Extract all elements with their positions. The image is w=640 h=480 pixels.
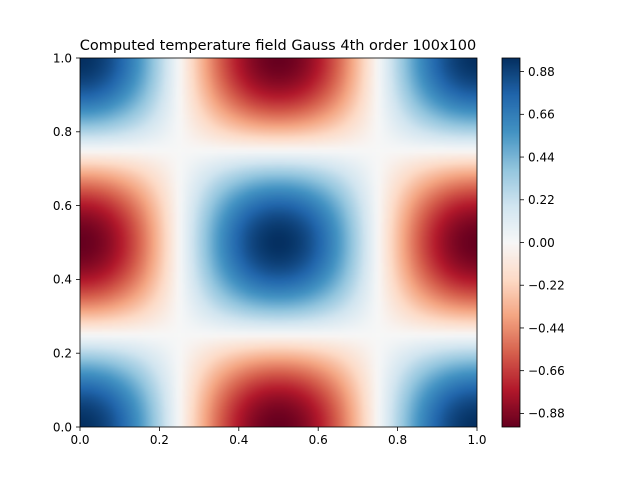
chart-title: Computed temperature field Gauss 4th ord… — [80, 38, 477, 54]
y-axis: 0.0 0.2 0.4 0.6 0.8 1.0 — [53, 51, 80, 434]
y-tick-label: 0.6 — [53, 199, 72, 213]
x-tick-label: 0.2 — [150, 433, 169, 447]
x-tick-label: 1.0 — [467, 433, 486, 447]
y-tick-label: 0.2 — [53, 347, 72, 361]
y-tick-label: 1.0 — [53, 51, 72, 65]
colorbar-tick-label: 0.00 — [528, 236, 555, 250]
colorbar-tick-label: 0.88 — [528, 65, 555, 79]
colorbar-tick-label: −0.88 — [528, 407, 565, 421]
plot-frame — [79, 57, 478, 428]
colorbar-tick-label: −0.22 — [528, 279, 565, 293]
colorbar-tick-label: 0.44 — [528, 150, 555, 164]
x-axis: 0.0 0.2 0.4 0.6 0.8 1.0 — [70, 427, 487, 447]
colorbar-tick-label: −0.66 — [528, 364, 565, 378]
x-tick-label: 0.6 — [309, 433, 328, 447]
colorbar-gradient — [502, 58, 520, 427]
colorbar-axis: 0.88 0.66 0.44 0.22 0.00 −0.22 −0.44 −0.66 −0.88 — [520, 65, 565, 421]
colorbar-tick-label: −0.44 — [528, 321, 565, 335]
colorbar-tick-label: 0.22 — [528, 193, 555, 207]
y-tick-label: 0.8 — [53, 125, 72, 139]
colorbar-tick-label: 0.66 — [528, 108, 555, 122]
y-tick-label: 0.4 — [53, 273, 72, 287]
x-tick-label: 0.0 — [70, 433, 89, 447]
y-tick-label: 0.0 — [53, 420, 72, 434]
heatmap-image — [80, 58, 477, 427]
x-tick-label: 0.8 — [388, 433, 407, 447]
x-tick-label: 0.4 — [229, 433, 248, 447]
heatmap-plot-area — [80, 58, 477, 427]
colorbar — [502, 58, 520, 427]
